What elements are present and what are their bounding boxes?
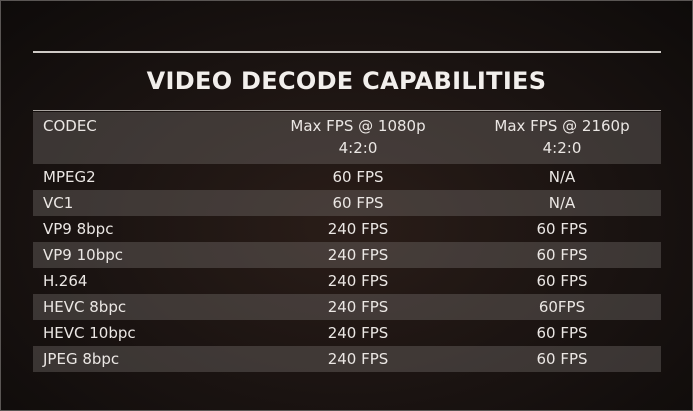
codec-cell: VP9 8bpc xyxy=(43,220,114,238)
fps-2160p-cell: 60FPS xyxy=(538,298,586,316)
fps-1080p-cell: 240 FPS xyxy=(327,324,389,342)
fps-1080p-cell: 240 FPS xyxy=(327,298,389,316)
fps-2160p-cell: N/A xyxy=(548,194,576,212)
codec-cell: H.264 xyxy=(43,272,88,290)
table-header: CODEC Max FPS @ 1080p 4:2:0 Max FPS @ 21… xyxy=(33,112,661,164)
fps-2160p-cell: 60 FPS xyxy=(536,350,588,368)
fps-2160p-cell: 60 FPS xyxy=(536,246,588,264)
codec-cell: MPEG2 xyxy=(43,168,96,186)
decode-table: CODEC Max FPS @ 1080p 4:2:0 Max FPS @ 21… xyxy=(33,112,661,372)
codec-cell: HEVC 10bpc xyxy=(43,324,136,342)
codec-cell: HEVC 8bpc xyxy=(43,298,127,316)
fps-2160p-cell: N/A xyxy=(548,168,576,186)
table-row: VC1 60 FPS N/A xyxy=(33,190,661,216)
table-row: VP9 10bpc 240 FPS 60 FPS xyxy=(33,242,661,268)
fps-1080p-cell: 60 FPS xyxy=(332,194,384,212)
page-title: VIDEO DECODE CAPABILITIES xyxy=(146,67,547,95)
codec-cell: VC1 xyxy=(43,194,74,212)
codec-cell: JPEG 8bpc xyxy=(43,350,120,368)
codec-cell: VP9 10bpc xyxy=(43,246,123,264)
table-row: H.264 240 FPS 60 FPS xyxy=(33,268,661,294)
table-row: JPEG 8bpc 240 FPS 60 FPS xyxy=(33,346,661,372)
fps-2160p-cell: 60 FPS xyxy=(536,220,588,238)
fps-2160p-cell: 60 FPS xyxy=(536,324,588,342)
table-row: HEVC 10bpc 240 FPS 60 FPS xyxy=(33,320,661,346)
header-1080p: Max FPS @ 1080p 4:2:0 xyxy=(290,117,426,157)
fps-1080p-cell: 240 FPS xyxy=(327,272,389,290)
fps-1080p-cell: 240 FPS xyxy=(327,220,389,238)
header-2160p: Max FPS @ 2160p 4:2:0 xyxy=(494,117,630,157)
table-row: MPEG2 60 FPS N/A xyxy=(33,164,661,190)
fps-2160p-cell: 60 FPS xyxy=(536,272,588,290)
fps-1080p-cell: 60 FPS xyxy=(332,168,384,186)
fps-1080p-cell: 240 FPS xyxy=(327,350,389,368)
header-codec: CODEC xyxy=(43,117,97,135)
title-divider xyxy=(33,110,661,111)
fps-1080p-cell: 240 FPS xyxy=(327,246,389,264)
top-divider xyxy=(33,51,661,53)
table-row: VP9 8bpc 240 FPS 60 FPS xyxy=(33,216,661,242)
table-row: HEVC 8bpc 240 FPS 60FPS xyxy=(33,294,661,320)
